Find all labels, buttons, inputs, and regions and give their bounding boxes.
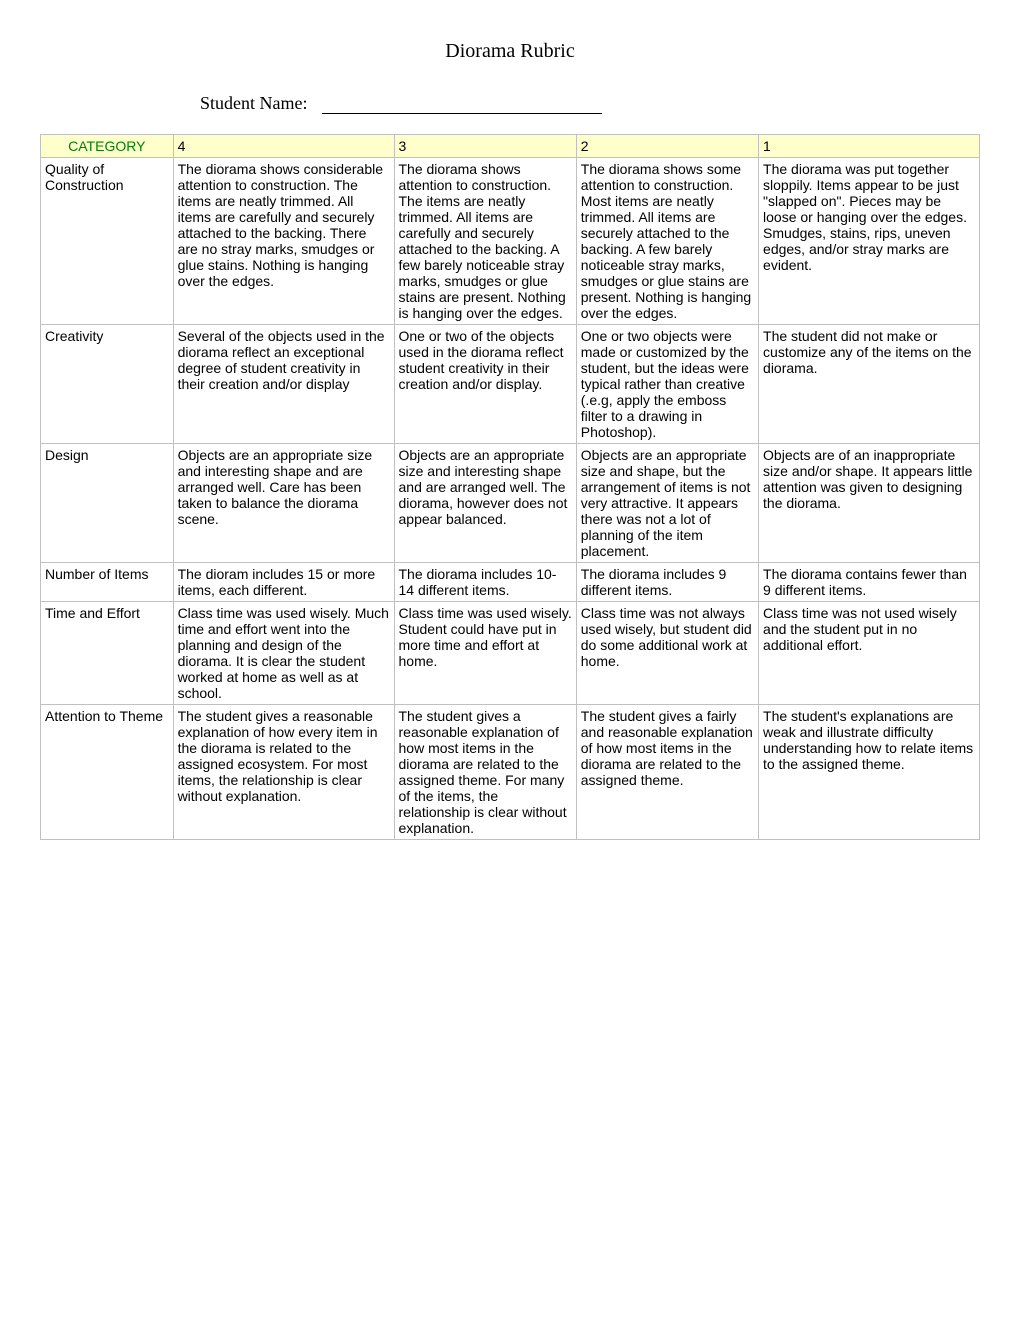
cell-2: The diorama shows some attention to cons… — [576, 158, 758, 325]
page-title: Diorama Rubric — [40, 40, 980, 63]
cell-category: Creativity — [41, 325, 174, 444]
student-name-label: Student Name: — [200, 93, 307, 114]
cell-category: Number of Items — [41, 563, 174, 602]
header-category: CATEGORY — [41, 135, 174, 158]
cell-4: The dioram includes 15 or more items, ea… — [173, 563, 394, 602]
cell-1: Class time was not used wisely and the s… — [759, 602, 980, 705]
header-4: 4 — [173, 135, 394, 158]
cell-2: The diorama includes 9 different items. — [576, 563, 758, 602]
cell-3: Objects are an appropriate size and inte… — [394, 444, 576, 563]
cell-4: Several of the objects used in the diora… — [173, 325, 394, 444]
cell-1: Objects are of an inappropriate size and… — [759, 444, 980, 563]
cell-4: The diorama shows considerable attention… — [173, 158, 394, 325]
header-row: CATEGORY 4 3 2 1 — [41, 135, 980, 158]
cell-4: Objects are an appropriate size and inte… — [173, 444, 394, 563]
cell-category: Design — [41, 444, 174, 563]
table-row: Quality of Construction The diorama show… — [41, 158, 980, 325]
cell-4: The student gives a reasonable explanati… — [173, 705, 394, 840]
header-3: 3 — [394, 135, 576, 158]
table-row: Number of Items The dioram includes 15 o… — [41, 563, 980, 602]
cell-1: The student did not make or customize an… — [759, 325, 980, 444]
table-row: Time and Effort Class time was used wise… — [41, 602, 980, 705]
cell-category: Time and Effort — [41, 602, 174, 705]
cell-3: The student gives a reasonable explanati… — [394, 705, 576, 840]
table-row: Creativity Several of the objects used i… — [41, 325, 980, 444]
cell-1: The diorama was put together sloppily. I… — [759, 158, 980, 325]
student-name-row: Student Name: — [200, 93, 980, 114]
cell-3: The diorama includes 10-14 different ite… — [394, 563, 576, 602]
cell-3: Class time was used wisely. Student coul… — [394, 602, 576, 705]
cell-4: Class time was used wisely. Much time an… — [173, 602, 394, 705]
header-1: 1 — [759, 135, 980, 158]
cell-1: The student's explanations are weak and … — [759, 705, 980, 840]
header-2: 2 — [576, 135, 758, 158]
cell-2: Class time was not always used wisely, b… — [576, 602, 758, 705]
cell-category: Quality of Construction — [41, 158, 174, 325]
cell-3: The diorama shows attention to construct… — [394, 158, 576, 325]
table-row: Attention to Theme The student gives a r… — [41, 705, 980, 840]
rubric-body: Quality of Construction The diorama show… — [41, 158, 980, 840]
cell-2: One or two objects were made or customiz… — [576, 325, 758, 444]
cell-category: Attention to Theme — [41, 705, 174, 840]
cell-2: Objects are an appropriate size and shap… — [576, 444, 758, 563]
table-row: Design Objects are an appropriate size a… — [41, 444, 980, 563]
rubric-table: CATEGORY 4 3 2 1 Quality of Construction… — [40, 134, 980, 840]
student-name-line — [322, 113, 602, 114]
cell-2: The student gives a fairly and reasonabl… — [576, 705, 758, 840]
cell-1: The diorama contains fewer than 9 differ… — [759, 563, 980, 602]
cell-3: One or two of the objects used in the di… — [394, 325, 576, 444]
